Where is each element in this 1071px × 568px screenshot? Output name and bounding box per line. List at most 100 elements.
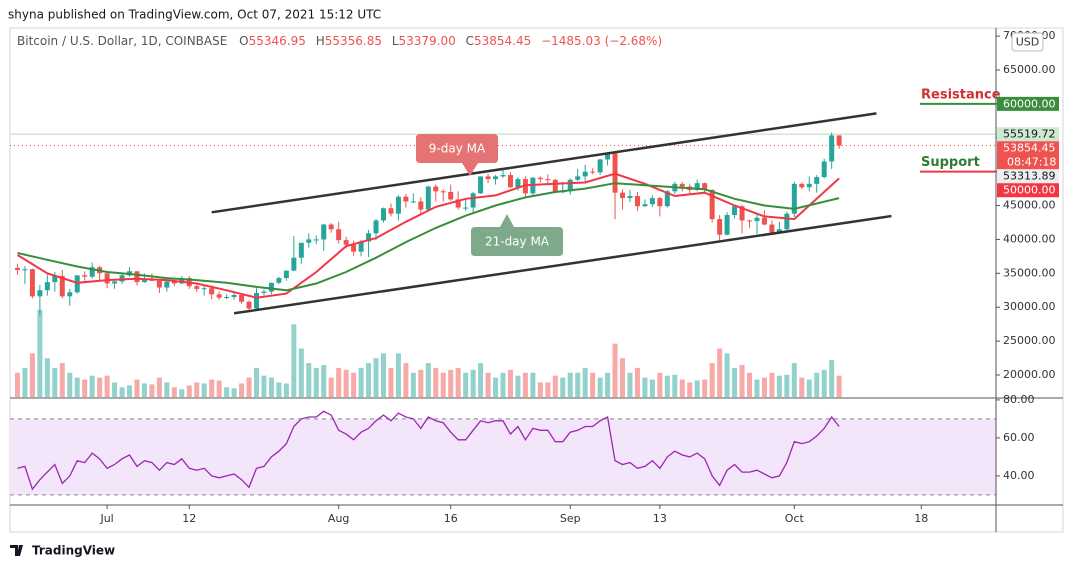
candle-body	[620, 192, 626, 199]
price-label-box	[997, 141, 1059, 170]
candle-body	[336, 229, 342, 241]
volume-bar	[44, 358, 50, 397]
candle-body	[380, 208, 386, 221]
moving-average	[16, 172, 840, 299]
volume-bar	[171, 387, 177, 397]
price-label-box	[997, 96, 1059, 111]
candle-body	[231, 294, 237, 298]
volume-bar	[52, 367, 58, 397]
symbol: Bitcoin / U.S. Dollar, 1D, COINBASE	[17, 34, 227, 48]
volume-bar	[358, 367, 364, 397]
currency-box[interactable]	[1011, 32, 1044, 52]
legend-value: 53854.45	[474, 34, 531, 48]
candle-body	[425, 186, 431, 210]
candle-body	[328, 224, 334, 230]
volume-bar	[799, 377, 805, 397]
price-label: 55519.72	[1003, 128, 1056, 141]
candle-body	[291, 257, 297, 271]
candle-body	[373, 220, 379, 234]
candle-body	[254, 292, 259, 309]
volume-bar	[37, 309, 43, 397]
candle-body	[351, 244, 357, 252]
volume-bar	[283, 383, 289, 397]
volume-bar	[747, 372, 752, 397]
volume-bar	[784, 374, 790, 397]
volume-bar	[493, 377, 499, 397]
candle-body	[634, 196, 640, 207]
trend-line	[211, 112, 877, 214]
candle-body	[642, 204, 648, 207]
candle-body	[470, 193, 476, 208]
candle-body	[313, 239, 319, 241]
volume-bar	[829, 360, 835, 397]
symbol-legend: Bitcoin / U.S. Dollar, 1D, COINBASE O553…	[17, 34, 662, 48]
candle-body	[582, 171, 588, 177]
volume-bar	[769, 372, 775, 397]
candle-body	[418, 201, 424, 210]
candle-body	[597, 159, 603, 173]
volume-bar	[261, 375, 267, 397]
moving-average	[17, 182, 840, 292]
y-tick-label: 40000.00	[1003, 232, 1056, 245]
y-tick-label: 20000.00	[1003, 368, 1056, 381]
volume-bar	[724, 353, 730, 397]
price-label: 53854.45	[1003, 142, 1056, 155]
candle-body	[403, 196, 409, 202]
legend-change: −1485.03 (−2.68%)	[541, 34, 662, 48]
volume-bar	[22, 367, 28, 397]
candle-body	[29, 269, 35, 297]
candle-body	[769, 224, 775, 233]
volume-bar	[97, 377, 103, 397]
price-label: 53313.89	[1003, 170, 1056, 183]
candle-body	[366, 233, 372, 242]
rsi-tick-label: 60.00	[1003, 431, 1035, 444]
volume-bar	[754, 379, 760, 397]
volume-bar	[776, 375, 782, 397]
volume-bar	[657, 372, 663, 397]
candle-body	[74, 275, 80, 293]
candle-body	[239, 294, 245, 302]
volume-bar	[425, 363, 431, 397]
legend-value: 55356.85	[325, 34, 382, 48]
candle-body	[747, 220, 752, 222]
candle-body	[515, 179, 521, 188]
volume-bar	[814, 372, 820, 397]
candle-body	[358, 241, 364, 252]
candle-body	[246, 301, 252, 309]
volume-bar	[231, 388, 237, 397]
candle-body	[67, 292, 73, 297]
volume-bar	[634, 367, 640, 397]
volume-bar	[567, 372, 573, 397]
volume-bar	[298, 348, 304, 397]
candle-body	[44, 282, 50, 291]
x-tick-label: 16	[444, 512, 458, 525]
candle-body	[806, 183, 812, 188]
volume-bar	[321, 364, 327, 397]
candle-body	[552, 179, 558, 192]
candle-body	[814, 177, 820, 184]
candle-body	[791, 183, 797, 214]
y-tick-label: 65000.00	[1003, 63, 1056, 76]
volume-bar	[448, 369, 454, 397]
volume-bar	[530, 372, 536, 397]
volume-bar	[239, 383, 245, 397]
price-axis: 20000.00 25000.00 30000.00 35000.00 40000.00…	[99, 29, 1059, 525]
volume-bar	[515, 375, 521, 397]
candle-body	[52, 276, 58, 283]
candle-body	[784, 213, 790, 230]
volume-bar	[649, 379, 655, 397]
candle-body	[545, 179, 551, 181]
brand-logo	[10, 545, 23, 556]
currency: USD	[1016, 36, 1040, 49]
callout-label: 21-day MA	[485, 235, 550, 249]
candle-body	[119, 275, 125, 282]
volume-bar	[216, 380, 222, 397]
published-line: shyna published on TradingView.com, Oct …	[8, 8, 381, 22]
volume-bar	[440, 372, 446, 397]
volume-bar	[590, 372, 596, 397]
volume-bar	[276, 382, 282, 397]
candle-body	[732, 206, 738, 216]
volume-bar	[761, 377, 767, 397]
rsi-tick-label: 80.00	[1003, 393, 1035, 406]
candle-body	[754, 217, 760, 222]
